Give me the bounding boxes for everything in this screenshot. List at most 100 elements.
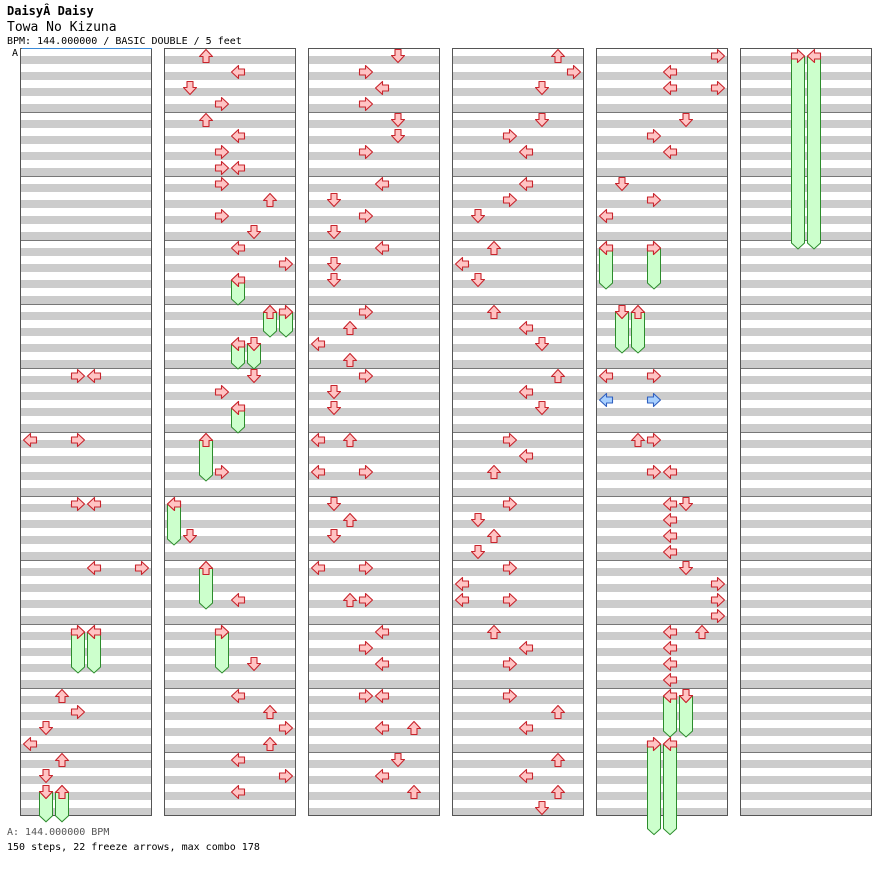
beat-band bbox=[740, 120, 872, 128]
beat-band bbox=[20, 120, 152, 128]
step-left-arrow-icon bbox=[230, 128, 246, 144]
step-left-arrow-icon bbox=[518, 320, 534, 336]
beat-band bbox=[740, 648, 872, 656]
step-up-arrow-icon bbox=[630, 304, 646, 320]
beat-band bbox=[452, 488, 584, 496]
beat-band bbox=[308, 184, 440, 192]
beat-band bbox=[20, 808, 152, 816]
step-down-arrow-icon bbox=[246, 336, 262, 352]
beat-band bbox=[164, 696, 296, 704]
step-left-arrow-icon bbox=[518, 144, 534, 160]
step-left-arrow-icon bbox=[310, 336, 326, 352]
bpm-change-line bbox=[22, 48, 152, 49]
freeze-arrow-body bbox=[663, 743, 677, 836]
beat-band bbox=[308, 136, 440, 144]
beat-band bbox=[452, 744, 584, 752]
beat-band bbox=[20, 248, 152, 256]
step-left-arrow-icon bbox=[598, 368, 614, 384]
beat-band bbox=[308, 760, 440, 768]
step-right-arrow-icon bbox=[358, 304, 374, 320]
step-left-arrow-icon bbox=[518, 176, 534, 192]
beat-band bbox=[308, 328, 440, 336]
beat-band bbox=[452, 216, 584, 224]
column-border bbox=[308, 48, 440, 816]
step-up-arrow-icon bbox=[262, 704, 278, 720]
beat-band bbox=[164, 328, 296, 336]
step-left-arrow-icon bbox=[230, 240, 246, 256]
beat-band bbox=[20, 344, 152, 352]
step-left-arrow-icon bbox=[86, 624, 102, 640]
beat-band bbox=[596, 200, 728, 208]
beat-band bbox=[596, 344, 728, 352]
freeze-arrow-body bbox=[647, 743, 661, 836]
step-left-arrow-icon bbox=[662, 640, 678, 656]
beat-band bbox=[20, 152, 152, 160]
beat-band bbox=[740, 520, 872, 528]
beat-band bbox=[740, 344, 872, 352]
beat-band bbox=[740, 584, 872, 592]
step-up-arrow-icon bbox=[262, 736, 278, 752]
step-left-arrow-icon bbox=[166, 496, 182, 512]
beat-band bbox=[740, 424, 872, 432]
beat-band bbox=[452, 504, 584, 512]
beat-band bbox=[596, 440, 728, 448]
beat-band bbox=[740, 456, 872, 464]
beat-band bbox=[452, 776, 584, 784]
beat-band bbox=[308, 408, 440, 416]
beat-band bbox=[164, 120, 296, 128]
beat-band bbox=[740, 616, 872, 624]
beat-band bbox=[596, 776, 728, 784]
beat-band bbox=[452, 392, 584, 400]
step-down-arrow-icon bbox=[182, 528, 198, 544]
step-up-arrow-icon bbox=[198, 432, 214, 448]
beat-band bbox=[452, 472, 584, 480]
beat-band bbox=[740, 504, 872, 512]
step-up-arrow-icon bbox=[550, 752, 566, 768]
beat-band bbox=[452, 232, 584, 240]
step-left-arrow-icon bbox=[454, 576, 470, 592]
step-down-arrow-icon bbox=[326, 384, 342, 400]
column-border bbox=[596, 48, 728, 816]
step-right-arrow-icon bbox=[358, 592, 374, 608]
beat-band bbox=[740, 296, 872, 304]
step-left-arrow-icon bbox=[374, 240, 390, 256]
step-up-arrow-icon bbox=[550, 784, 566, 800]
step-right-arrow-icon bbox=[710, 592, 726, 608]
step-right-arrow-icon bbox=[70, 368, 86, 384]
beat-band bbox=[308, 728, 440, 736]
beat-band bbox=[164, 616, 296, 624]
beat-band bbox=[20, 392, 152, 400]
step-down-arrow-icon bbox=[390, 48, 406, 64]
beat-band bbox=[740, 728, 872, 736]
beat-band bbox=[164, 584, 296, 592]
beat-band bbox=[308, 792, 440, 800]
shock-right-arrow-icon bbox=[646, 392, 662, 408]
step-left-arrow-icon bbox=[662, 512, 678, 528]
beat-band bbox=[20, 328, 152, 336]
step-left-arrow-icon bbox=[662, 496, 678, 512]
step-right-arrow-icon bbox=[214, 464, 230, 480]
beat-band bbox=[596, 104, 728, 112]
beat-band bbox=[20, 504, 152, 512]
beat-band bbox=[20, 616, 152, 624]
beat-band bbox=[308, 280, 440, 288]
step-down-arrow-icon bbox=[534, 800, 550, 816]
beat-band bbox=[308, 616, 440, 624]
step-down-arrow-icon bbox=[326, 400, 342, 416]
beat-band bbox=[164, 664, 296, 672]
step-up-arrow-icon bbox=[342, 352, 358, 368]
beat-band bbox=[164, 248, 296, 256]
beat-band bbox=[452, 200, 584, 208]
beat-band bbox=[308, 664, 440, 672]
beat-band bbox=[164, 424, 296, 432]
step-right-arrow-icon bbox=[502, 432, 518, 448]
beat-band bbox=[596, 744, 728, 752]
step-left-arrow-icon bbox=[310, 432, 326, 448]
step-up-arrow-icon bbox=[342, 592, 358, 608]
beat-band bbox=[740, 56, 872, 64]
step-left-arrow-icon bbox=[662, 464, 678, 480]
beat-band bbox=[164, 408, 296, 416]
step-right-arrow-icon bbox=[70, 432, 86, 448]
beat-band bbox=[164, 72, 296, 80]
beat-band bbox=[596, 616, 728, 624]
